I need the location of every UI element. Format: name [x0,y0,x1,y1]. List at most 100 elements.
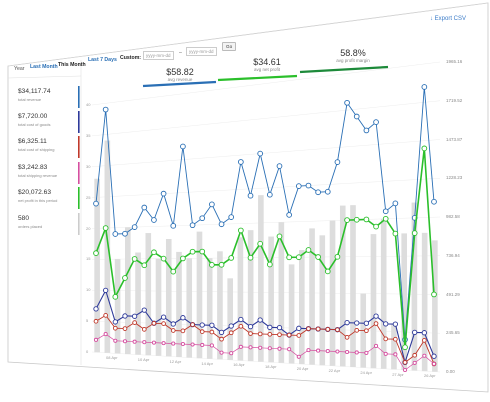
range-year-button[interactable]: Year [14,66,25,72]
start-date-input[interactable]: yyyy-mm-dd [143,51,174,60]
net-profit-point [131,256,138,262]
revenue-point [295,183,302,189]
net-profit-point [334,253,341,260]
revenue-point [373,119,379,125]
shipping-revenue-point [151,340,156,345]
net-profit-point [286,254,292,261]
shipping-revenue-point [335,349,340,354]
revenue-point [334,159,341,165]
range-last-7-days-button[interactable]: Last 7 Days [88,57,117,63]
net-profit-point [382,215,389,222]
stat-total-revenue-label: total revenue [18,97,42,102]
left-axis-tick: 20 [86,225,91,231]
cost-of-shipping-point [170,328,176,333]
revenue-point [276,163,283,169]
net-profit-point [363,216,370,223]
cost-of-shipping-point [296,333,302,338]
shipping-revenue-point [209,343,214,348]
left-axis-tick: 30 [86,163,91,169]
order-bar [370,234,377,369]
cost-of-goods-point [267,324,273,330]
shipping-revenue-point [93,337,99,342]
order-bar [114,259,121,354]
avg-profit-margin-value: 58.8% [340,48,366,58]
cost-of-goods-point [363,320,370,326]
cost-of-goods-point [344,320,350,326]
cost-of-goods-point [392,321,399,327]
shipping-revenue-point [180,342,185,347]
cost-of-shipping-point [344,334,350,340]
cost-of-shipping-point [383,336,389,342]
shipping-revenue-point [113,338,118,343]
shipping-revenue-point [374,343,379,348]
cost-of-goods-point [296,325,302,331]
x-axis-tick: 10 Apr [137,356,150,362]
shipping-revenue-point [248,345,253,350]
net-profit-point [93,250,99,256]
export-csv-button[interactable]: ↓ Export CSV [430,16,466,22]
cost-of-shipping-point [421,338,427,343]
revenue-point [141,204,148,211]
gridline [91,139,441,167]
revenue-point [257,150,264,157]
cost-of-shipping-point [402,360,408,365]
cost-of-shipping-point [238,323,244,329]
order-bar [206,258,213,359]
cost-of-shipping-point [199,329,205,334]
revenue-point [160,190,167,197]
cost-of-shipping-point [228,330,234,336]
revenue-point [199,215,206,222]
end-date-input[interactable]: yyyy-mm-dd [186,47,217,56]
cost-of-goods-point [131,313,138,319]
revenue-point [112,231,119,237]
shipping-revenue-point [219,350,224,355]
stat-cost-of-goods-label: total cost of goods [18,122,51,127]
right-axis-tick: 1473.87 [446,136,463,142]
order-bar [186,258,193,358]
revenue-point [238,159,244,165]
range-last-month-button[interactable]: Last Month [30,64,58,70]
order-bar [135,252,141,355]
cost-of-shipping-point [219,336,224,342]
cost-of-goods-point [421,330,427,336]
right-axis-tick: 1228.23 [446,175,463,181]
cost-of-goods-point [103,287,109,294]
net-profit-point [305,247,312,253]
revenue-point [122,230,128,237]
cost-of-goods-point [247,323,254,330]
cost-of-goods-point [141,307,147,313]
x-axis-tick: 16 Apr [233,362,245,368]
net-profit-point [324,268,331,275]
shipping-revenue-point [325,349,330,354]
net-profit-point [122,275,128,281]
order-bar [247,230,254,362]
shipping-revenue-point [412,360,417,365]
revenue-point [189,222,196,229]
order-bar [145,233,152,356]
x-axis-tick: 20 Apr [296,366,309,372]
net-profit-point [295,254,302,261]
order-bar [155,258,162,356]
go-button[interactable]: Go [222,42,237,51]
net-profit-point [373,223,379,230]
order-bar [165,239,172,357]
shipping-revenue-point [422,353,427,358]
order-bar [309,228,315,365]
revenue-point [286,212,292,218]
shipping-revenue-point [190,342,195,347]
range-this-month-button[interactable]: This Month [58,62,86,68]
summary-underline [299,65,389,74]
cost-of-shipping-point [161,321,166,326]
right-axis-tick: 982.58 [446,214,460,219]
cost-of-shipping-point [373,321,379,326]
net-profit-point [199,248,206,255]
left-axis-tick: 25 [86,194,91,200]
order-bar [196,231,203,359]
cost-of-goods-point [238,316,244,323]
revenue-point [421,84,428,90]
net-profit-point [431,291,437,298]
revenue-point [392,200,399,207]
shipping-revenue-point [142,340,147,345]
order-bar [227,278,233,360]
